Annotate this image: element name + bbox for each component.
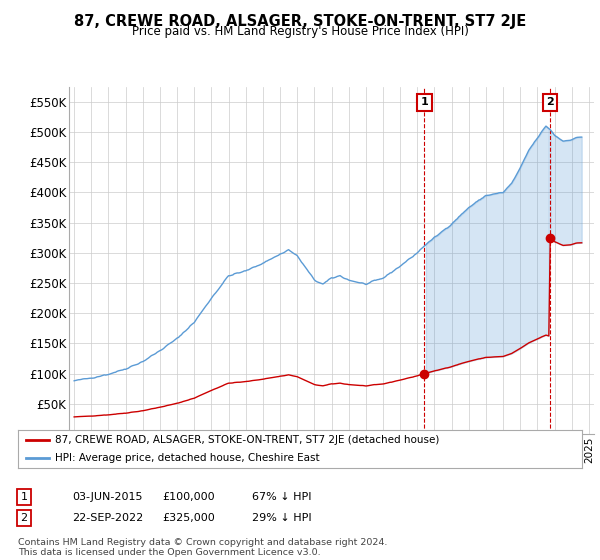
Text: 29% ↓ HPI: 29% ↓ HPI <box>252 513 311 523</box>
Text: HPI: Average price, detached house, Cheshire East: HPI: Average price, detached house, Ches… <box>55 453 319 463</box>
Text: 67% ↓ HPI: 67% ↓ HPI <box>252 492 311 502</box>
Text: 2: 2 <box>20 513 28 523</box>
Text: 87, CREWE ROAD, ALSAGER, STOKE-ON-TRENT, ST7 2JE: 87, CREWE ROAD, ALSAGER, STOKE-ON-TRENT,… <box>74 14 526 29</box>
Text: 87, CREWE ROAD, ALSAGER, STOKE-ON-TRENT, ST7 2JE (detached house): 87, CREWE ROAD, ALSAGER, STOKE-ON-TRENT,… <box>55 435 439 445</box>
Text: Price paid vs. HM Land Registry's House Price Index (HPI): Price paid vs. HM Land Registry's House … <box>131 25 469 39</box>
Text: 2: 2 <box>546 97 554 107</box>
Text: Contains HM Land Registry data © Crown copyright and database right 2024.
This d: Contains HM Land Registry data © Crown c… <box>18 538 388 557</box>
Text: £100,000: £100,000 <box>162 492 215 502</box>
Text: 03-JUN-2015: 03-JUN-2015 <box>72 492 143 502</box>
Text: 22-SEP-2022: 22-SEP-2022 <box>72 513 143 523</box>
Text: 1: 1 <box>421 97 428 107</box>
Text: £325,000: £325,000 <box>162 513 215 523</box>
Text: 1: 1 <box>20 492 28 502</box>
